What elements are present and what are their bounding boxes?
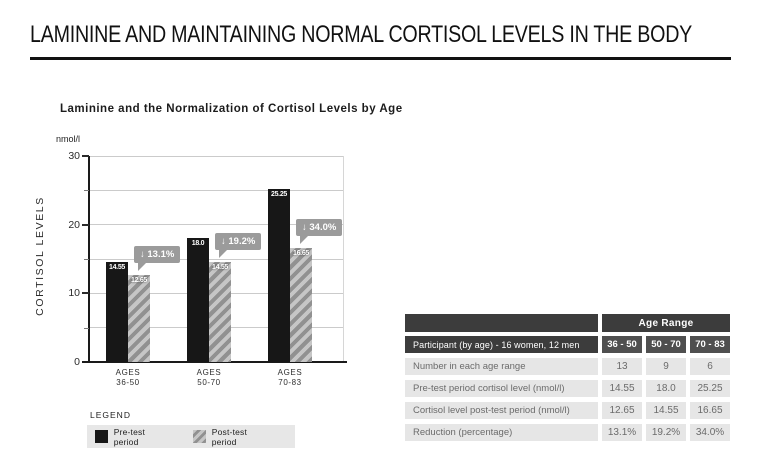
gridline: [90, 189, 343, 191]
age-column-header: 50 - 70: [646, 336, 686, 353]
pretest-bar: 14.55: [106, 262, 128, 362]
gridline: [90, 258, 343, 260]
value-cell: 16.65: [690, 402, 730, 419]
y-axis-tick-label: 10: [68, 287, 80, 300]
row-label-cell: Pre-test period cortisol level (nmol/l): [405, 380, 598, 397]
y-tick-mark: [82, 292, 89, 295]
table-row: Reduction (percentage) 13.1% 19.2% 34.0%: [405, 424, 730, 441]
legend-item-label: Post-test period: [211, 426, 248, 447]
participant-header-cell: Participant (by age) - 16 women, 12 men: [405, 336, 598, 353]
x-axis-label: AGES 70-83: [277, 368, 303, 387]
posttest-bar: 12.65: [128, 275, 150, 362]
reduction-callout: ↓ 13.1%: [134, 246, 181, 272]
legend-item: Pre-test period: [95, 427, 171, 447]
table-header-row: Age Range: [405, 314, 730, 332]
y-axis-tick-label: 20: [68, 218, 80, 231]
age-range-table: Age Range Participant (by age) - 16 women…: [405, 314, 730, 441]
y-axis-unit-label: nmol/l: [56, 134, 81, 144]
title-divider: [30, 57, 731, 60]
reduction-callout: ↓ 34.0%: [296, 218, 343, 244]
value-cell: 6: [690, 358, 730, 375]
posttest-swatch-icon: [193, 430, 206, 443]
gridline: [90, 224, 343, 226]
y-axis-tick-label: 0: [74, 356, 80, 368]
value-cell: 13.1%: [602, 424, 642, 441]
pretest-value-label: 14.55: [108, 264, 126, 272]
row-label-cell: Reduction (percentage): [405, 424, 598, 441]
row-label-cell: Number in each age range: [405, 358, 598, 375]
posttest-value-label: 12.65: [130, 277, 148, 285]
pretest-swatch-icon: [95, 430, 108, 443]
legend-item-label: Pre-test period: [113, 426, 146, 447]
pretest-value-label: 18.0: [191, 240, 205, 248]
posttest-bar: 16.65: [290, 247, 312, 362]
posttest-value-label: 14.55: [211, 264, 229, 272]
value-cell: 25.25: [690, 380, 730, 397]
age-column-header: 36 - 50: [602, 336, 642, 353]
y-axis-tick-label: 30: [68, 150, 80, 162]
age-column-header: 70 - 83: [690, 336, 730, 353]
y-tick-mark: [84, 259, 89, 260]
table-row: Number in each age range 13 9 6: [405, 358, 730, 375]
value-cell: 34.0%: [690, 424, 730, 441]
gridline: [90, 155, 343, 157]
pretest-bar: 18.0: [187, 238, 209, 362]
y-tick-mark: [84, 327, 89, 329]
plot-area: 30 20 10 0 14.55 12.65 ↓ 13.1% AGES 36-50 18.0 14…: [68, 150, 347, 387]
y-tick-mark: [82, 155, 89, 157]
value-cell: 9: [646, 358, 686, 375]
value-cell: 18.0: [646, 380, 686, 397]
x-axis-label: AGES 50-70: [196, 368, 222, 387]
table-row: Pre-test period cortisol level (nmol/l) 1…: [405, 380, 730, 397]
y-axis-title: CORTISOL LEVELS: [34, 196, 46, 316]
value-cell: 13: [602, 358, 642, 375]
value-cell: 12.65: [602, 402, 642, 419]
y-tick-mark: [82, 223, 89, 226]
posttest-bar: 14.55: [209, 262, 231, 362]
row-label-cell: Cortisol level post-test period (nmol/l): [405, 402, 598, 419]
pretest-bar: 25.25: [268, 188, 290, 362]
value-cell: 14.55: [602, 380, 642, 397]
chart-title: Laminine and the Normalization of Cortis…: [60, 103, 403, 115]
table-row: Cortisol level post-test period (nmol/l)…: [405, 402, 730, 419]
posttest-value-label: 16.65: [292, 249, 310, 257]
x-axis-label: AGES 36-50: [115, 368, 141, 387]
value-cell: 19.2%: [646, 424, 686, 441]
value-cell: 14.55: [646, 402, 686, 419]
x-axis-line: [82, 361, 347, 363]
legend-box: Pre-test period Post-test period: [87, 425, 295, 448]
reduction-callout: ↓ 19.2%: [215, 233, 262, 259]
legend-heading: LEGEND: [90, 410, 131, 420]
table-subheader-row: Participant (by age) - 16 women, 12 men 3…: [405, 336, 730, 353]
pretest-value-label: 25.25: [270, 190, 288, 198]
age-range-group-header: Age Range: [602, 314, 730, 332]
legend-item: Post-test period: [193, 427, 273, 447]
page-title: LAMININE AND MAINTAINING NORMAL CORTISOL…: [30, 21, 693, 48]
table-corner-cell: [405, 314, 598, 332]
y-tick-mark: [84, 190, 89, 192]
